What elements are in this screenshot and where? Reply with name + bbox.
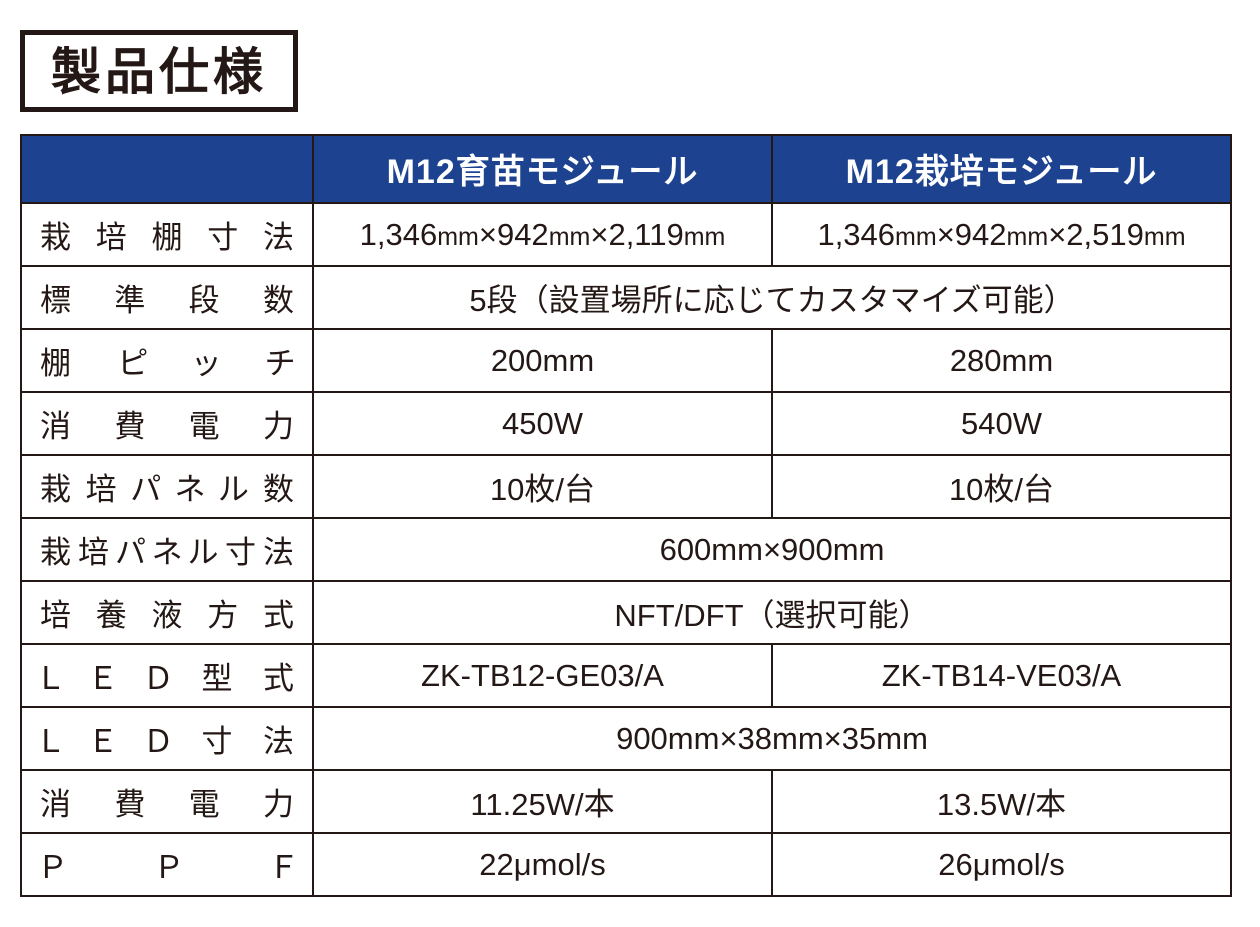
- cell-a: 11.25W/本: [313, 770, 772, 833]
- dim-u1: mm: [895, 223, 937, 251]
- cell-a: 22μmol/s: [313, 833, 772, 896]
- table-row: ＬＥＤ寸法 900mm×38mm×35mm: [21, 707, 1231, 770]
- table-row: 栽培棚寸法 1,346mm×942mm×2,119mm 1,346mm×942m…: [21, 203, 1231, 266]
- cell-a: 450W: [313, 392, 772, 455]
- table-row: ＬＥＤ型式 ZK-TB12-GE03/A ZK-TB14-VE03/A: [21, 644, 1231, 707]
- cell-merged: 900mm×38mm×35mm: [313, 707, 1231, 770]
- cell-b: 280mm: [772, 329, 1231, 392]
- cell-merged: 600mm×900mm: [313, 518, 1231, 581]
- table-row: 棚ピッチ 200mm 280mm: [21, 329, 1231, 392]
- cell-a: 200mm: [313, 329, 772, 392]
- dim-u3: mm: [1144, 223, 1186, 251]
- table-row: 培養液方式 NFT/DFT（選択可能）: [21, 581, 1231, 644]
- spec-page: 製品仕様 M12育苗モジュール M12栽培モジュール 栽培棚寸法 1,346mm…: [0, 0, 1260, 927]
- table-row: 栽培パネル寸法 600mm×900mm: [21, 518, 1231, 581]
- row-label: ＬＥＤ寸法: [21, 707, 313, 770]
- dim-u2: mm: [1007, 223, 1049, 251]
- dim-v3: 2,119: [608, 217, 683, 252]
- table-row: 消費電力 450W 540W: [21, 392, 1231, 455]
- header-col-a: M12育苗モジュール: [313, 135, 772, 203]
- cell-merged: NFT/DFT（選択可能）: [313, 581, 1231, 644]
- row-label: 栽培パネル寸法: [21, 518, 313, 581]
- table-row: 標準段数 5段（設置場所に応じてカスタマイズ可能）: [21, 266, 1231, 329]
- dim-u1: mm: [437, 223, 479, 251]
- cell-a: 1,346mm×942mm×2,119mm: [313, 203, 772, 266]
- cell-b: 1,346mm×942mm×2,519mm: [772, 203, 1231, 266]
- mu-symbol: μ: [973, 847, 991, 882]
- cell-a: ZK-TB12-GE03/A: [313, 644, 772, 707]
- spec-table: M12育苗モジュール M12栽培モジュール 栽培棚寸法 1,346mm×942m…: [20, 134, 1232, 897]
- header-col-b: M12栽培モジュール: [772, 135, 1231, 203]
- ppf-unit: mol/s: [991, 847, 1065, 882]
- dim-u3: mm: [684, 223, 726, 251]
- cell-b: 13.5W/本: [772, 770, 1231, 833]
- cell-b: 26μmol/s: [772, 833, 1231, 896]
- row-label: 栽培棚寸法: [21, 203, 313, 266]
- dim-v2: 942: [497, 217, 549, 252]
- table-header-row: M12育苗モジュール M12栽培モジュール: [21, 135, 1231, 203]
- row-label: 培養液方式: [21, 581, 313, 644]
- dim-v1: 1,346: [817, 217, 895, 252]
- row-label: 栽培パネル数: [21, 455, 313, 518]
- dim-v2: 942: [955, 217, 1007, 252]
- row-label: 標準段数: [21, 266, 313, 329]
- row-label: ＬＥＤ型式: [21, 644, 313, 707]
- table-row: 栽培パネル数 10枚/台 10枚/台: [21, 455, 1231, 518]
- dim-u2: mm: [549, 223, 591, 251]
- header-blank: [21, 135, 313, 203]
- mu-symbol: μ: [514, 847, 532, 882]
- row-label: 消費電力: [21, 392, 313, 455]
- table-row: 消費電力 11.25W/本 13.5W/本: [21, 770, 1231, 833]
- table-row: ＰＰＦ 22μmol/s 26μmol/s: [21, 833, 1231, 896]
- cell-merged: 5段（設置場所に応じてカスタマイズ可能）: [313, 266, 1231, 329]
- page-title: 製品仕様: [51, 44, 267, 100]
- row-label: ＰＰＦ: [21, 833, 313, 896]
- cell-b: 10枚/台: [772, 455, 1231, 518]
- row-label: 消費電力: [21, 770, 313, 833]
- dim-v3: 2,519: [1066, 217, 1144, 252]
- title-box: 製品仕様: [20, 30, 298, 112]
- ppf-num: 26: [938, 847, 972, 882]
- cell-a: 10枚/台: [313, 455, 772, 518]
- cell-b: 540W: [772, 392, 1231, 455]
- row-label: 棚ピッチ: [21, 329, 313, 392]
- cell-b: ZK-TB14-VE03/A: [772, 644, 1231, 707]
- ppf-unit: mol/s: [532, 847, 606, 882]
- dim-v1: 1,346: [360, 217, 438, 252]
- ppf-num: 22: [479, 847, 513, 882]
